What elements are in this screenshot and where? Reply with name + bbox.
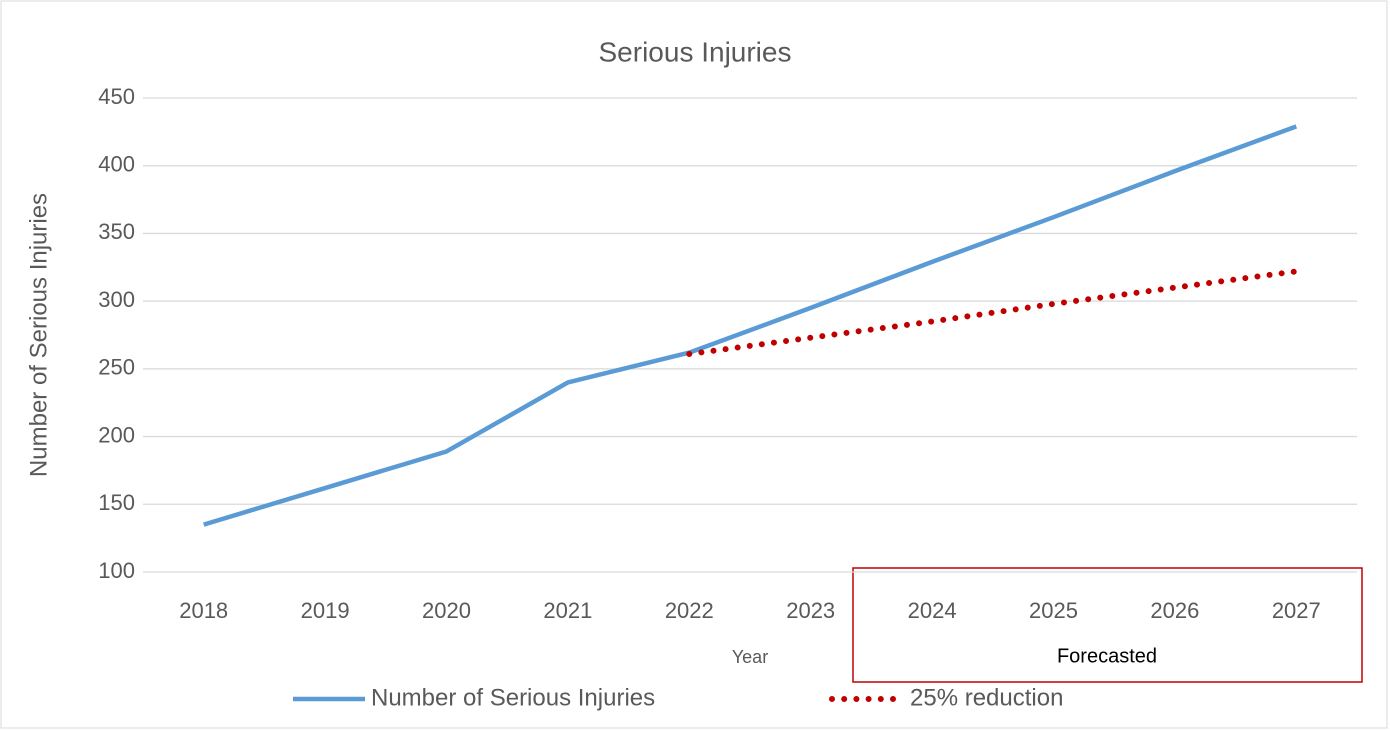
x-tick-label: 2020 bbox=[422, 598, 471, 623]
y-tick-label: 250 bbox=[98, 355, 135, 380]
x-tick-label: 2025 bbox=[1029, 598, 1078, 623]
x-tick-label: 2022 bbox=[665, 598, 714, 623]
x-tick-label: 2019 bbox=[301, 598, 350, 623]
y-tick-label: 350 bbox=[98, 219, 135, 244]
y-tick-label: 450 bbox=[98, 84, 135, 109]
y-axis-title: Number of Serious Injuries bbox=[25, 193, 52, 477]
y-tick-label: 400 bbox=[98, 152, 135, 177]
forecast-box bbox=[852, 567, 1363, 683]
series-line bbox=[203, 124, 1298, 527]
chart-title: Serious Injuries bbox=[599, 36, 792, 67]
x-axis-title: Year bbox=[732, 647, 768, 667]
x-tick-label: 2018 bbox=[179, 598, 228, 623]
y-tick-label: 200 bbox=[98, 422, 135, 447]
y-tick-label: 300 bbox=[98, 287, 135, 312]
x-tick-label: 2026 bbox=[1150, 598, 1199, 623]
legend-label: Number of Serious Injuries bbox=[371, 684, 655, 711]
x-tick-label: 2027 bbox=[1272, 598, 1321, 623]
x-tick-label: 2023 bbox=[786, 598, 835, 623]
x-tick-label: 2024 bbox=[908, 598, 957, 623]
x-tick-label: 2021 bbox=[543, 598, 592, 623]
y-tick-label: 150 bbox=[98, 490, 135, 515]
y-tick-label: 100 bbox=[98, 558, 135, 583]
legend-label: 25% reduction bbox=[910, 684, 1063, 711]
annotation: Forecasted bbox=[1057, 645, 1157, 667]
series-line bbox=[686, 268, 1300, 357]
